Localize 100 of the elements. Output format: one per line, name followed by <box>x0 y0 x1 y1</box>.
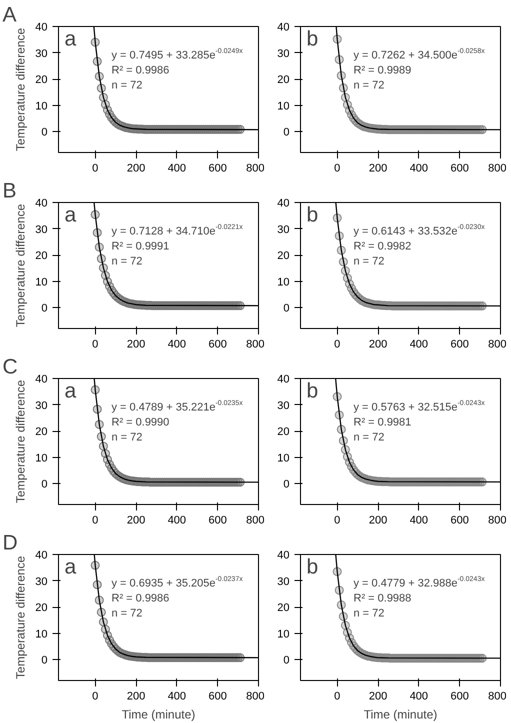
x-tick-label: 600 <box>450 514 469 526</box>
x-tick-label: 600 <box>450 338 469 350</box>
y-tick-label: 20 <box>277 426 290 438</box>
y-tick-label: 20 <box>277 74 290 86</box>
y-tick-label: 10 <box>35 452 48 464</box>
y-tick-label: 30 <box>35 400 48 412</box>
y-tick-label: 20 <box>35 250 48 262</box>
annotation: n = 72 <box>354 432 384 444</box>
y-tick-label: 40 <box>35 22 48 34</box>
annotation: n = 72 <box>354 80 384 92</box>
x-tick-label: 600 <box>450 690 469 702</box>
x-tick-label: 0 <box>92 514 98 526</box>
y-tick-label: 20 <box>35 426 48 438</box>
x-tick-label: 400 <box>168 162 186 174</box>
x-tick-label: 600 <box>208 338 227 350</box>
x-tick-label: 0 <box>334 338 340 350</box>
chart-title: a <box>64 380 76 402</box>
y-tick-label: 20 <box>277 602 290 614</box>
y-tick-label: 0 <box>283 654 290 666</box>
x-tick-label: 800 <box>246 162 265 174</box>
chart-title: a <box>64 28 76 50</box>
x-tick-label: 200 <box>126 690 146 702</box>
y-tick-label: 0 <box>283 478 290 490</box>
annotation: n = 72 <box>354 608 384 620</box>
y-tick-label: 0 <box>283 302 290 314</box>
x-tick-label: 200 <box>126 338 146 350</box>
x-tick-label: 0 <box>334 162 340 174</box>
y-axis-title: Temperature difference <box>13 380 28 504</box>
annotation: R² = 0.9989 <box>354 64 412 76</box>
x-tick-label: 600 <box>450 162 469 174</box>
y-tick-label: 10 <box>277 452 290 464</box>
chart-title: b <box>306 204 318 226</box>
y-tick-label: 10 <box>35 276 48 288</box>
annotation: R² = 0.9990 <box>112 416 170 428</box>
x-tick-label: 200 <box>368 162 388 174</box>
y-tick-label: 30 <box>277 400 290 412</box>
y-tick-label: 40 <box>35 550 48 562</box>
x-tick-label: 0 <box>92 338 98 350</box>
x-tick-label: 400 <box>168 338 186 350</box>
y-tick-label: 0 <box>41 126 48 138</box>
x-tick-label: 0 <box>334 690 340 702</box>
x-tick-label: 400 <box>410 514 428 526</box>
x-tick-label: 0 <box>92 162 98 174</box>
x-tick-label: 800 <box>488 690 507 702</box>
y-tick-label: 30 <box>277 224 290 236</box>
x-tick-label: 200 <box>126 162 146 174</box>
annotation: R² = 0.9988 <box>354 592 412 604</box>
x-tick-label: 800 <box>488 338 507 350</box>
chart-title: b <box>306 380 318 402</box>
x-tick-label: 800 <box>488 514 507 526</box>
annotation: R² = 0.9991 <box>112 240 170 252</box>
x-tick-label: 800 <box>246 690 265 702</box>
y-tick-label: 30 <box>277 576 290 588</box>
y-tick-label: 0 <box>41 302 48 314</box>
y-tick-label: 40 <box>35 374 48 386</box>
annotation: R² = 0.9986 <box>112 64 170 76</box>
chart-subtitle: D <box>2 532 18 554</box>
x-axis-title: Time (minute) <box>364 708 438 722</box>
x-tick-label: 200 <box>368 690 388 702</box>
chart-subtitle: A <box>2 4 17 26</box>
annotation: n = 72 <box>112 80 142 92</box>
annotation: n = 72 <box>112 256 142 268</box>
x-tick-label: 0 <box>92 690 98 702</box>
y-tick-label: 20 <box>35 74 48 86</box>
annotation: n = 72 <box>354 256 384 268</box>
x-tick-label: 800 <box>246 338 265 350</box>
y-tick-label: 40 <box>277 374 290 386</box>
y-tick-label: 0 <box>41 478 48 490</box>
chart-title: a <box>64 556 76 578</box>
y-tick-label: 40 <box>277 198 290 210</box>
y-tick-label: 10 <box>277 100 290 112</box>
y-tick-label: 20 <box>277 250 290 262</box>
y-tick-label: 0 <box>283 126 290 138</box>
annotation: n = 72 <box>112 432 142 444</box>
x-tick-label: 800 <box>246 514 265 526</box>
x-tick-label: 200 <box>368 338 388 350</box>
x-tick-label: 600 <box>208 162 227 174</box>
y-tick-label: 20 <box>35 602 48 614</box>
chart-subtitle: B <box>2 180 17 202</box>
x-tick-label: 600 <box>208 690 227 702</box>
chart-title: b <box>306 556 318 578</box>
y-tick-label: 30 <box>277 48 290 60</box>
y-tick-label: 40 <box>35 198 48 210</box>
chart-title: b <box>306 28 318 50</box>
x-tick-label: 400 <box>168 690 186 702</box>
x-tick-label: 200 <box>368 514 388 526</box>
chart-title: a <box>64 204 76 226</box>
y-axis-title: Temperature difference <box>13 204 28 328</box>
x-tick-label: 0 <box>334 514 340 526</box>
y-tick-label: 30 <box>35 224 48 236</box>
chart-subtitle: C <box>2 356 18 378</box>
y-tick-label: 30 <box>35 576 48 588</box>
annotation: n = 72 <box>112 608 142 620</box>
y-tick-label: 40 <box>277 550 290 562</box>
x-tick-label: 400 <box>168 514 186 526</box>
x-axis-title: Time (minute) <box>122 708 196 722</box>
y-tick-label: 10 <box>277 276 290 288</box>
y-axis-title: Temperature difference <box>13 556 28 680</box>
annotation: R² = 0.9982 <box>354 240 412 252</box>
y-tick-label: 0 <box>41 654 48 666</box>
